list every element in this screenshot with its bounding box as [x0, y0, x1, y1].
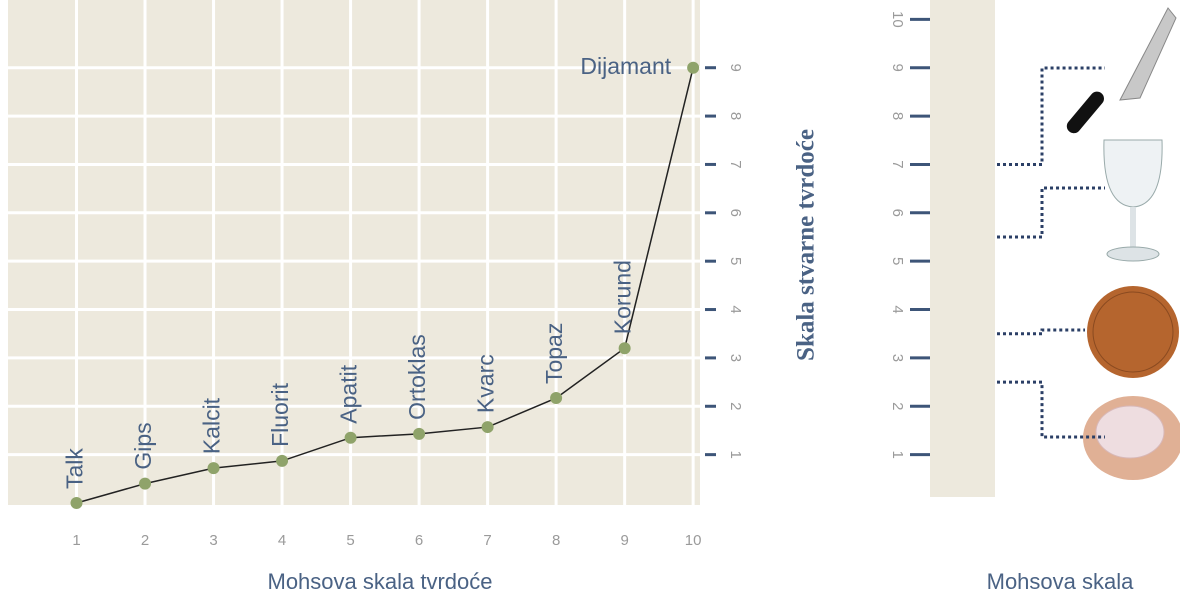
- y-tick-label: 1: [889, 450, 906, 458]
- y-tick-label: 3: [727, 354, 744, 362]
- penny-icon: [1087, 286, 1179, 378]
- y-tick-label: 5: [727, 257, 744, 265]
- y-tick-label: 10: [889, 11, 906, 28]
- y-tick-label: 2: [889, 402, 906, 410]
- point-label: Dijamant: [580, 53, 671, 79]
- point-label: Talk: [62, 448, 88, 489]
- point: [413, 428, 425, 440]
- y-tick-label: 5: [889, 257, 906, 265]
- y-tick-label: 6: [889, 209, 906, 217]
- x-tick-label: 2: [141, 532, 149, 549]
- y-tick-label: 7: [727, 160, 744, 168]
- point-label: Ortoklas: [404, 334, 430, 420]
- y-axis-label: Skala stvarne tvrdoće: [793, 129, 820, 361]
- point-label: Fluorit: [267, 382, 293, 447]
- point-label: Kvarc: [473, 354, 499, 413]
- scale-label: Mohsova skala: [987, 569, 1135, 594]
- x-tick-label: 7: [483, 532, 491, 549]
- y-tick-label: 9: [727, 64, 744, 72]
- infographic: 1 2 3 4 5 6 7 8 9 1 2 3 4 5 6 7 8 9 10 Talk Gips Kalcit Fluori…: [0, 0, 1180, 601]
- point: [139, 478, 151, 490]
- x-tick-label: 5: [346, 532, 354, 549]
- connector: [997, 330, 1085, 334]
- x-tick-label: 10: [685, 532, 702, 549]
- plot: 1 2 3 4 5 6 7 8 9 1 2 3 4 5 6 7 8 9 10 Talk Gips Kalcit Fluori…: [8, 0, 744, 549]
- y-tick-label: 3: [889, 354, 906, 362]
- connector: [997, 188, 1105, 237]
- knife-icon: [1064, 8, 1176, 136]
- point: [71, 497, 83, 509]
- fingernail-icon: [1083, 396, 1180, 480]
- scale-bar: [930, 0, 995, 497]
- point-label: Topaz: [541, 323, 567, 384]
- x-tick-label: 3: [209, 532, 217, 549]
- y-tick-label: 4: [889, 305, 906, 313]
- point: [482, 421, 494, 433]
- y-tick-label: 6: [727, 209, 744, 217]
- point: [687, 62, 699, 74]
- point-label: Apatit: [336, 364, 362, 423]
- y-tick-label: 8: [727, 112, 744, 120]
- x-axis-label: Mohsova skala tvrdoće: [268, 569, 493, 594]
- point-label: Gips: [130, 422, 156, 469]
- point: [276, 455, 288, 467]
- point: [550, 392, 562, 404]
- glass-icon: [1104, 140, 1162, 261]
- point-label: Kalcit: [199, 397, 225, 454]
- x-tick-label: 6: [415, 532, 423, 549]
- x-tick-label: 9: [620, 532, 628, 549]
- y-tick-label: 2: [727, 402, 744, 410]
- x-tick-label: 1: [72, 532, 80, 549]
- y-tick-label: 8: [889, 112, 906, 120]
- y-tick-label: 7: [889, 160, 906, 168]
- y-tick-label: 1: [727, 450, 744, 458]
- x-tick-label: 8: [552, 532, 560, 549]
- y-tick-label: 4: [727, 305, 744, 313]
- point-label: Korund: [610, 260, 636, 334]
- x-tick-label: 4: [278, 532, 286, 549]
- y-tick-label: 9: [889, 64, 906, 72]
- point: [208, 462, 220, 474]
- point: [619, 342, 631, 354]
- point: [345, 432, 357, 444]
